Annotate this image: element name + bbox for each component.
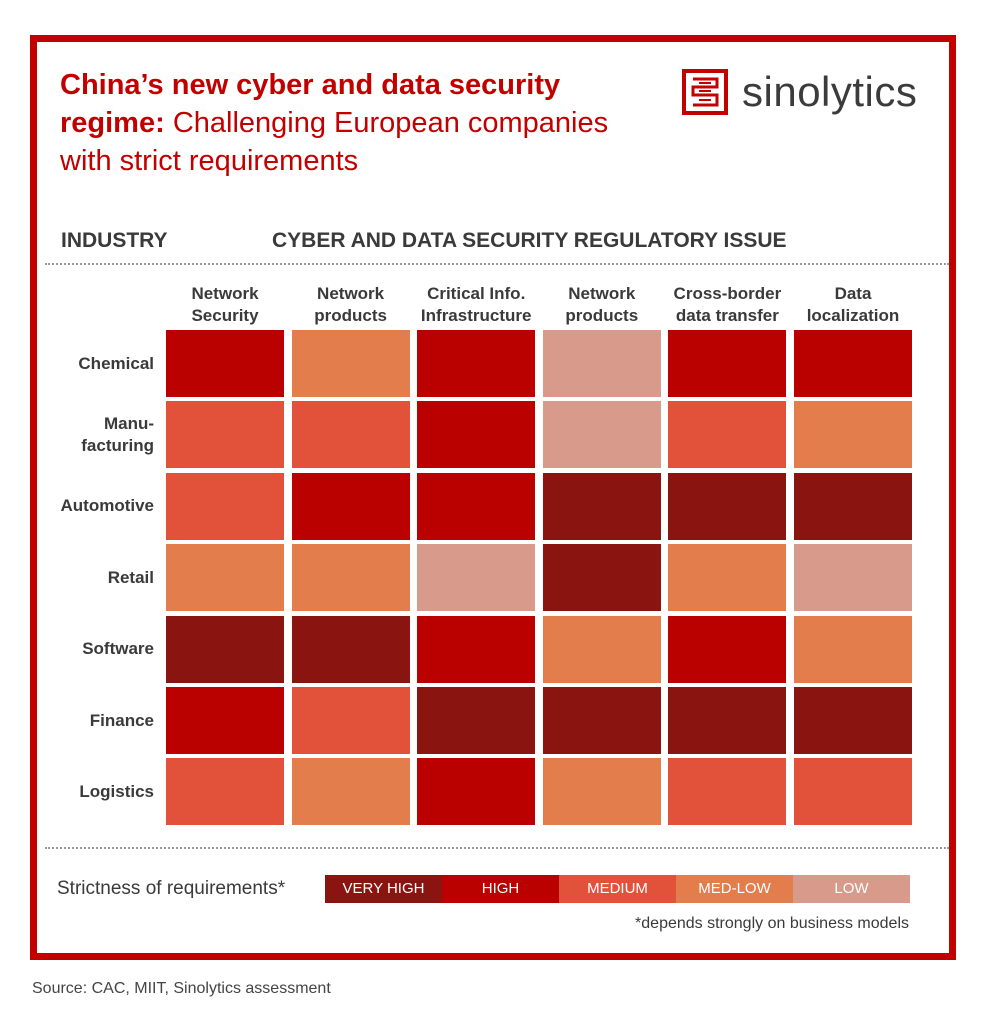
heatmap-cell (417, 401, 536, 469)
sinolytics-logo-icon (682, 69, 728, 115)
heatmap-cell (166, 758, 284, 826)
sinolytics-logo: sinolytics (682, 67, 917, 117)
heatmap-cell (542, 615, 661, 683)
heatmap-cell (417, 330, 536, 397)
heatmap-cell (542, 687, 661, 754)
heatmap-cell (668, 687, 787, 754)
row-label-line: Finance (89, 710, 154, 730)
title-rest: Challenging European companies with stri… (60, 107, 609, 177)
column-header-line: Network (191, 284, 259, 303)
heatmap-cell (291, 615, 410, 683)
divider-bottom (45, 847, 949, 849)
heatmap-cell (542, 544, 661, 612)
column-header-line: localization (806, 306, 900, 325)
heatmap-cell (668, 544, 787, 612)
heatmap-cell (417, 615, 536, 683)
row-label-line: Manu- (103, 413, 154, 433)
heatmap-cell (794, 401, 912, 469)
heatmap-cell (291, 687, 410, 754)
chart-title: China’s new cyber and data security regi… (60, 66, 660, 180)
column-header: Network products (539, 283, 665, 327)
heatmap-cell (417, 472, 536, 540)
heatmap-cell (166, 544, 284, 612)
column-header: Critical Info. Infrastructure (413, 283, 539, 327)
heatmap-cell (794, 687, 912, 754)
source-note: Source: CAC, MIIT, Sinolytics assessment (32, 980, 331, 997)
column-header-line: Network (568, 284, 636, 303)
legend-box-very-high: VERY HIGH (325, 875, 442, 903)
heatmap-cell (668, 330, 787, 397)
heatmap-cell (542, 401, 661, 469)
row-label: Automotive (37, 495, 155, 517)
heatmap-cell (166, 330, 284, 397)
row-label-line: Retail (107, 567, 154, 587)
heatmap-cell (542, 758, 661, 826)
legend-box-med-low: MED-LOW (676, 875, 793, 903)
column-header-line: Data (834, 284, 872, 303)
heatmap-cell (794, 758, 912, 826)
heatmap-cell (291, 544, 410, 612)
column-header-line: data transfer (675, 306, 779, 325)
legend-box-low: LOW (793, 875, 910, 903)
heatmap-cell (794, 330, 912, 397)
column-header-line: Security (191, 306, 259, 325)
heatmap-cell (166, 401, 284, 469)
heatmap-cell (794, 544, 912, 612)
row-label-line: Chemical (78, 353, 154, 373)
legend-box-medium: MEDIUM (559, 875, 676, 903)
footnote: *depends strongly on business models (635, 915, 909, 932)
heatmap-cell (417, 758, 536, 826)
logo-text: sinolytics (742, 68, 918, 115)
heatmap-cell (668, 472, 787, 540)
legend-label: Strictness of requirements* (57, 878, 286, 899)
column-header: Data localization (790, 283, 916, 327)
row-label-line: Automotive (60, 496, 155, 516)
row-label: Chemical (37, 353, 154, 375)
heatmap-cell (417, 544, 536, 612)
heatmap-cell (291, 472, 410, 540)
heatmap-cell (166, 687, 284, 754)
issue-header: CYBER AND DATA SECURITY REGULATORY ISSUE (272, 229, 787, 252)
row-label: Finance (37, 710, 154, 732)
heatmap-cell (542, 330, 661, 397)
legend-box-high: HIGH (442, 875, 559, 903)
infographic-frame: China’s new cyber and data security regi… (30, 35, 956, 960)
row-label: Retail (37, 567, 154, 589)
heatmap-cell (291, 330, 410, 397)
heatmap-cell (668, 758, 787, 826)
heatmap-cell (794, 472, 912, 540)
divider-top (45, 263, 949, 265)
column-header-line: Infrastructure (420, 306, 532, 325)
column-header: Network products (288, 283, 414, 327)
heatmap-cell (291, 401, 410, 469)
column-header: Network Security (162, 283, 288, 327)
title-bold: China’s new cyber and data security regi… (60, 69, 561, 139)
heatmap-cell (668, 401, 787, 469)
row-label-line: Software (82, 639, 154, 659)
heatmap-cell (166, 472, 284, 540)
industry-header: INDUSTRY (61, 229, 168, 252)
row-label: Logistics (37, 781, 154, 803)
column-header-line: Critical Info. (427, 284, 526, 303)
column-header-line: products (314, 306, 387, 325)
column-header-line: products (565, 306, 639, 325)
heatmap-cell (417, 687, 536, 754)
column-header: Cross-border data transfer (664, 283, 790, 327)
row-label: Software (37, 638, 154, 660)
column-header-line: Cross-border (673, 284, 782, 303)
heatmap-cell (291, 758, 410, 826)
heatmap-cell (166, 615, 284, 683)
row-label-line: facturing (81, 435, 154, 455)
heatmap-cell (542, 472, 661, 540)
row-label: Manu-facturing (37, 413, 154, 457)
heatmap-cell (794, 615, 912, 683)
column-header-line: Network (317, 284, 385, 303)
row-label-line: Logistics (79, 781, 154, 801)
heatmap-cell (668, 615, 787, 683)
